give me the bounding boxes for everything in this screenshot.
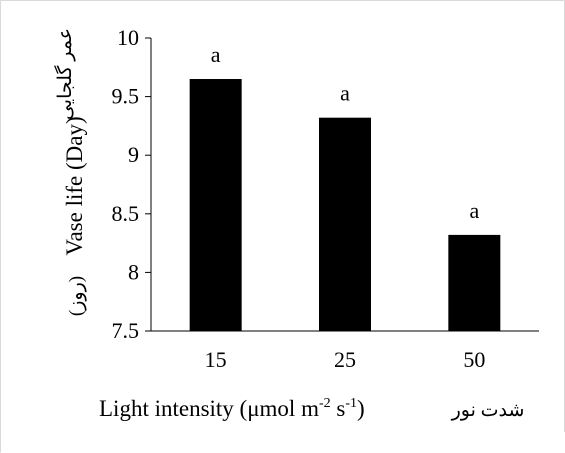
bar-significance-label: a: [211, 42, 221, 67]
y-tick-label: 8.5: [112, 201, 140, 226]
y-tick-label: 10: [117, 25, 139, 50]
y-tick-label: 9.5: [112, 84, 140, 109]
x-tick-label: 25: [334, 347, 356, 372]
y-ticks: 7.5 8 8.5 9 9.5 10: [112, 25, 151, 343]
y-axis-title-farsi-unit: (روز): [66, 276, 87, 316]
x-ticks: 15 25 50: [205, 347, 486, 372]
x-tick-label: 15: [205, 347, 227, 372]
y-tick-label: 9: [128, 142, 139, 167]
bar-25: [319, 117, 371, 331]
bar-15: [189, 79, 242, 332]
bar-labels: a a a: [211, 42, 480, 223]
bar-significance-label: a: [469, 198, 479, 223]
x-axis-title-farsi: شدت نور: [451, 400, 525, 421]
x-axis-title-sup2: -1: [345, 396, 357, 411]
y-tick-label: 8: [128, 259, 139, 284]
bar-50: [448, 234, 501, 331]
bar-significance-label: a: [340, 81, 350, 106]
x-axis-title-english: Light intensity (μmol m-2 s-1): [99, 396, 365, 421]
y-axis-title-farsi: عمر گلجایی: [53, 28, 76, 120]
x-axis-title-prefix: Light intensity (μmol m: [99, 396, 319, 421]
y-tick-label: 7.5: [112, 318, 140, 343]
x-tick-label: 50: [463, 347, 485, 372]
x-axis-title-mid: s: [331, 396, 346, 421]
x-axis-title-suffix: ): [357, 396, 365, 421]
bars: [189, 79, 501, 332]
y-axis-title-english: Vase life (Day): [62, 116, 87, 255]
x-axis-title-sup1: -2: [319, 396, 331, 411]
